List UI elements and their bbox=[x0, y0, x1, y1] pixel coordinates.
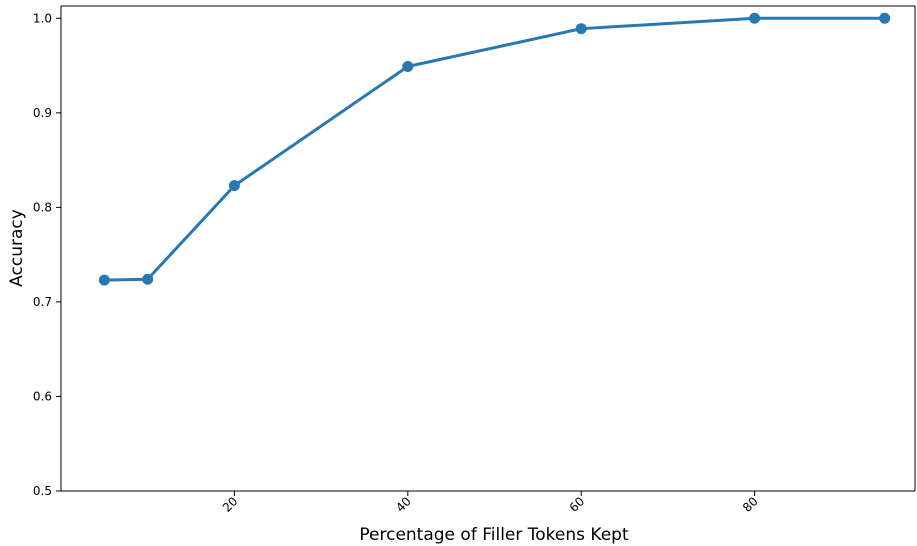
x-tick-label: 80 bbox=[740, 494, 761, 515]
x-axis-label: Percentage of Filler Tokens Kept bbox=[359, 525, 629, 545]
axes-layer bbox=[60, 5, 916, 492]
data-point bbox=[575, 23, 587, 35]
y-axis-label: Accuracy bbox=[7, 209, 27, 287]
data-point bbox=[98, 274, 110, 286]
x-tick-label: 20 bbox=[220, 494, 241, 515]
plot-background bbox=[61, 6, 915, 491]
y-tick-label: 0.5 bbox=[33, 484, 52, 498]
plot-area bbox=[61, 6, 915, 491]
data-point bbox=[142, 273, 154, 285]
y-tick-label: 0.9 bbox=[33, 106, 52, 120]
series-layer bbox=[98, 12, 891, 286]
data-point bbox=[402, 61, 414, 73]
y-tick-label: 1.0 bbox=[33, 11, 52, 25]
x-tick-label: 40 bbox=[393, 494, 414, 515]
x-tick-label: 60 bbox=[567, 494, 588, 515]
y-tick-label: 0.8 bbox=[33, 200, 52, 214]
data-point bbox=[228, 180, 240, 192]
y-tick-label: 0.7 bbox=[33, 295, 52, 309]
data-point bbox=[749, 12, 761, 24]
data-point bbox=[879, 12, 891, 24]
y-tick-label: 0.6 bbox=[33, 389, 52, 403]
